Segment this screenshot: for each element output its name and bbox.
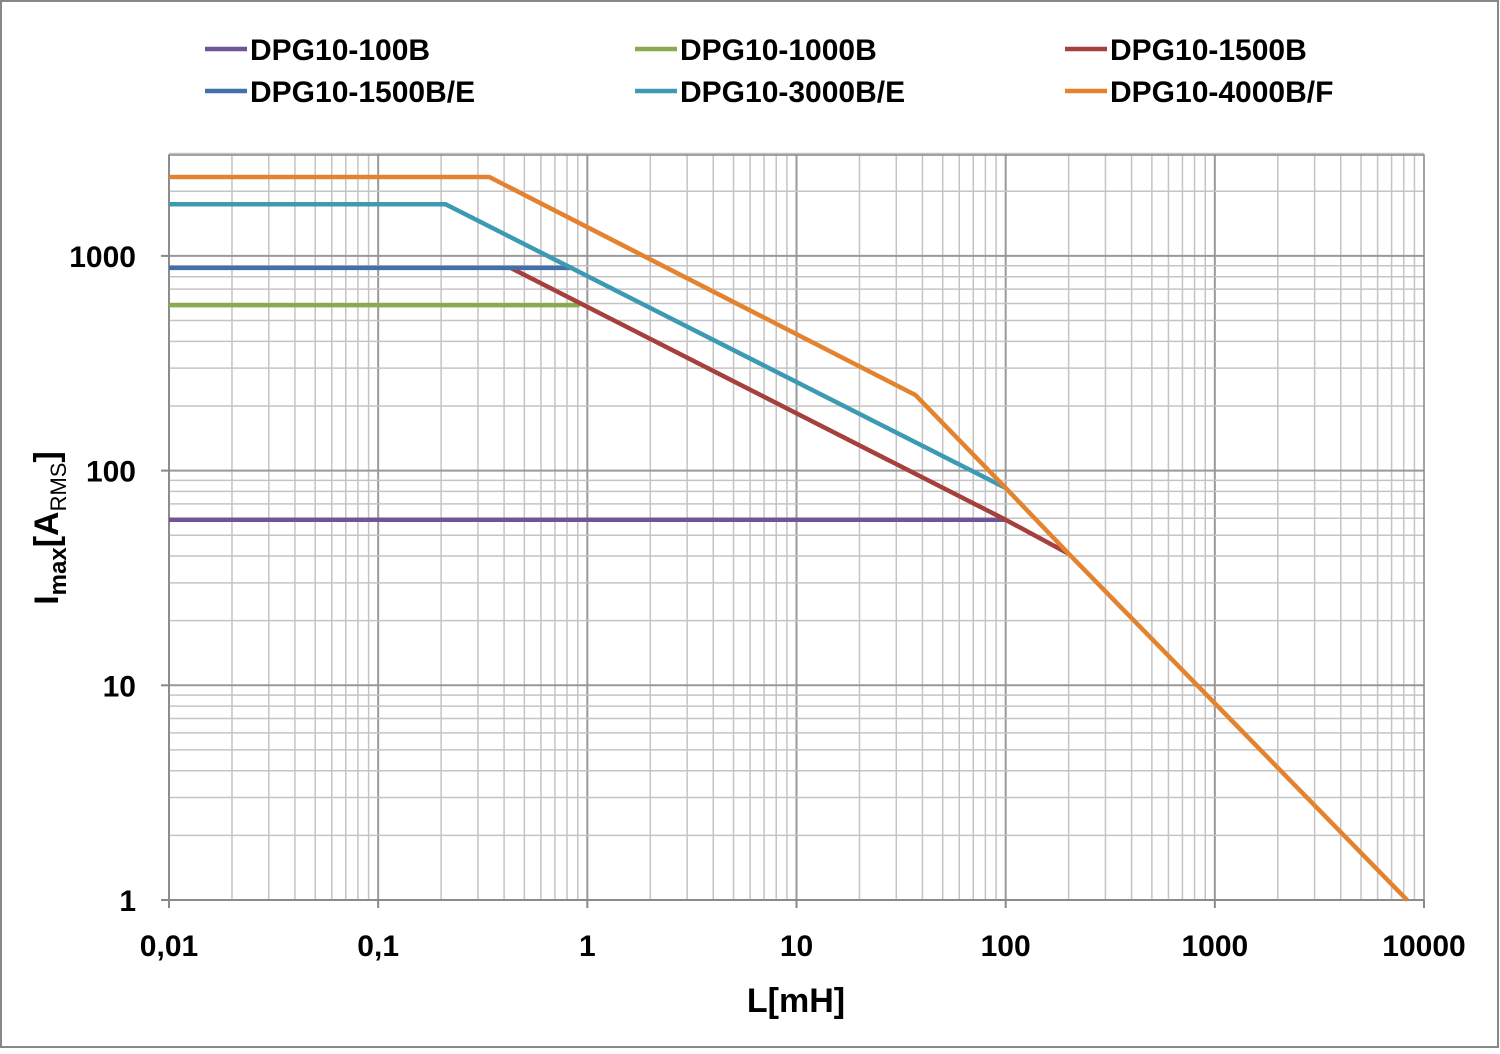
legend-label: DPG10-4000B/F xyxy=(1110,76,1333,109)
x-axis-ticks: 0,01 0,1 1 10 100 1000 10000 xyxy=(140,900,1466,963)
y-axis-title-main: I xyxy=(28,595,66,604)
x-tick-label: 10000 xyxy=(1382,930,1465,963)
y-axis-title-close: ] xyxy=(28,451,66,462)
x-tick-label: 10 xyxy=(780,930,813,963)
y-axis-title-unit: [A xyxy=(28,511,66,547)
series-line-dpg10-1500b xyxy=(509,265,1070,556)
y-tick-label: 1 xyxy=(119,885,136,918)
legend-label: DPG10-1000B xyxy=(680,34,877,67)
y-axis-ticks: 1 10 100 1000 xyxy=(69,241,169,918)
x-axis-title: L[mH] xyxy=(747,982,845,1020)
y-axis-title: Imax[ARMS] xyxy=(28,451,72,605)
series-group xyxy=(169,174,1409,902)
y-tick-label: 100 xyxy=(86,456,136,489)
series-line-dpg10-4000b-f xyxy=(169,174,1409,902)
x-tick-label: 1 xyxy=(579,930,596,963)
legend-label: DPG10-100B xyxy=(250,34,430,67)
y-tick-label: 1000 xyxy=(69,241,136,274)
legend-label: DPG10-3000B/E xyxy=(680,76,905,109)
x-tick-label: 0,01 xyxy=(140,930,198,963)
y-tick-label: 10 xyxy=(103,670,136,703)
legend: DPG10-100B DPG10-1000B DPG10-1500B DPG10-15… xyxy=(205,34,1333,109)
y-axis-title-unit-sub: RMS xyxy=(46,463,71,512)
x-tick-label: 100 xyxy=(981,930,1031,963)
x-tick-label: 0,1 xyxy=(357,930,399,963)
legend-label: DPG10-1500B/E xyxy=(250,76,475,109)
y-axis-title-sub: max xyxy=(45,547,72,596)
series-line-dpg10-3000b-e xyxy=(169,202,1007,490)
legend-label: DPG10-1500B xyxy=(1110,34,1307,67)
x-tick-label: 1000 xyxy=(1181,930,1248,963)
